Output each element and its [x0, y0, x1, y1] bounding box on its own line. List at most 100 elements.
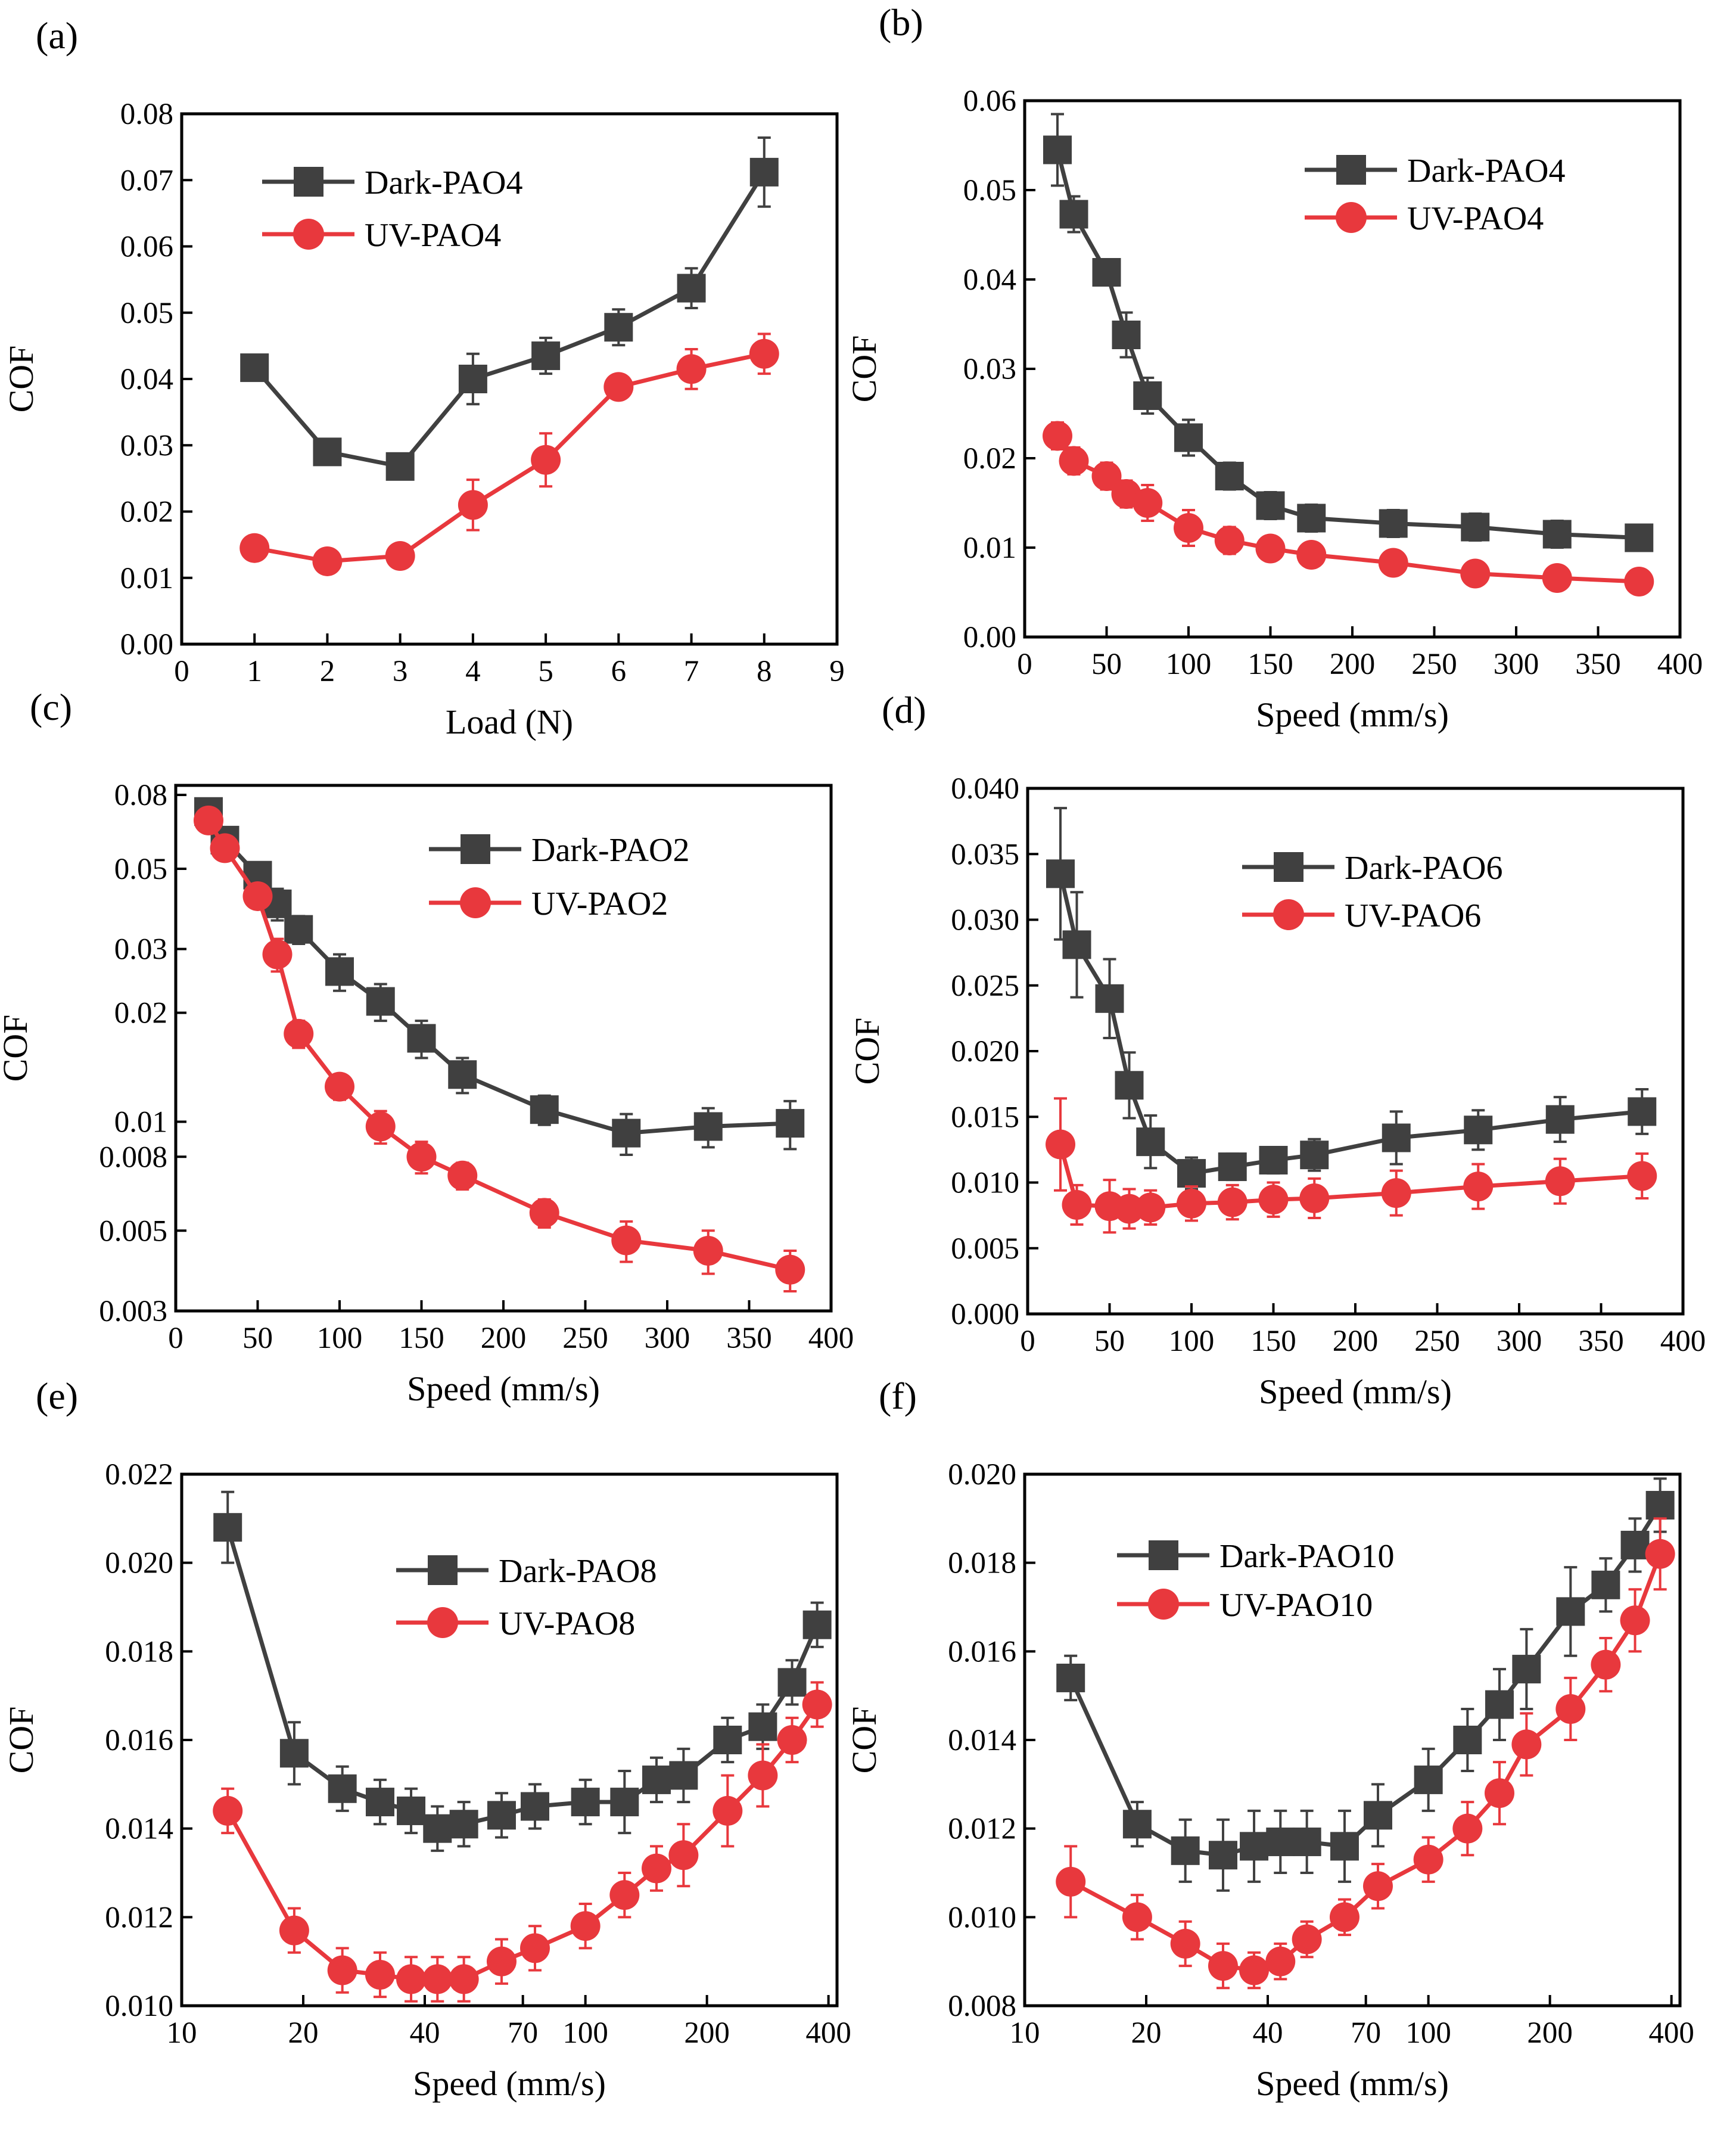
- x-tick-label: 50: [242, 1322, 273, 1355]
- data-point-circle: [1329, 1902, 1359, 1932]
- series-dark: [1043, 113, 1654, 552]
- data-point-circle: [1091, 461, 1122, 491]
- data-point-circle: [1545, 1166, 1575, 1197]
- data-point-circle: [1452, 1813, 1483, 1844]
- y-tick-label: 0.02: [114, 997, 167, 1030]
- data-point-circle: [749, 338, 779, 369]
- y-tick-label: 0.018: [948, 1547, 1016, 1580]
- y-tick-label: 0.000: [951, 1298, 1019, 1331]
- data-point-square: [1414, 1765, 1443, 1794]
- panel-5: (e) 10 20 40 70 100 200 400 0.010 0.012 0.014 0.016…: [2, 1375, 851, 2103]
- data-point-square: [1292, 1827, 1321, 1856]
- data-point-circle: [210, 833, 240, 863]
- y-tick-label: 0.05: [114, 853, 167, 886]
- legend-marker-square: [1149, 1540, 1178, 1570]
- x-tick-label: 100: [1405, 2016, 1451, 2050]
- x-tick-label: 20: [1131, 2016, 1161, 2050]
- y-tick-label: 0.012: [948, 1813, 1016, 1846]
- data-point-circle: [365, 1111, 396, 1142]
- data-point-circle: [1378, 548, 1408, 578]
- data-point-square: [520, 1792, 549, 1821]
- data-point-circle: [1265, 1946, 1296, 1977]
- data-point-square: [1046, 859, 1075, 888]
- x-tick-label: 250: [562, 1322, 608, 1355]
- x-tick-label: 100: [1169, 1325, 1215, 1358]
- data-point-square: [1379, 509, 1408, 538]
- data-point-circle: [1362, 1871, 1393, 1901]
- data-point-circle: [1208, 1951, 1238, 1981]
- data-point-circle: [422, 1964, 453, 1994]
- data-point-square: [749, 157, 779, 187]
- panel-6: (f) 10 20 40 70 100 200 400 0.008 0.010 0.012 0.014…: [845, 1375, 1694, 2103]
- legend-marker-circle: [293, 219, 324, 250]
- data-point-circle: [713, 1795, 743, 1826]
- x-tick-label: 5: [538, 655, 553, 688]
- data-point-square: [612, 1118, 641, 1148]
- data-point-square: [1461, 512, 1490, 542]
- legend-label: Dark-PAO10: [1219, 1538, 1394, 1575]
- panel-label: (d): [882, 689, 926, 731]
- data-point-square: [313, 437, 342, 467]
- y-tick-label: 0.020: [951, 1035, 1019, 1068]
- panel-4: (d) 0 50 100 150 200 250 300 350 400 0.000 0.005 0.0…: [848, 689, 1706, 1411]
- data-point-circle: [693, 1235, 723, 1266]
- data-point-circle: [1133, 488, 1163, 518]
- legend-label: Dark-PAO8: [499, 1553, 657, 1590]
- data-point-circle: [1460, 558, 1491, 589]
- x-tick-label: 200: [1527, 2016, 1573, 2050]
- y-tick-label: 0.003: [99, 1295, 167, 1328]
- x-tick-label: 40: [409, 2016, 440, 2050]
- y-tick-label: 0.008: [948, 1990, 1016, 2023]
- x-tick-label: 6: [611, 655, 627, 688]
- y-tick-label: 0.03: [120, 429, 173, 462]
- data-point-square: [1259, 1146, 1288, 1175]
- x-tick-label: 20: [288, 2016, 318, 2050]
- data-point-circle: [1296, 540, 1327, 570]
- x-tick-label: 200: [1333, 1325, 1379, 1358]
- y-axis-title: COF: [0, 1015, 35, 1082]
- data-point-square: [458, 365, 487, 393]
- panel-label: (a): [36, 14, 78, 57]
- data-point-square: [669, 1761, 698, 1790]
- data-point-square: [1542, 520, 1572, 549]
- data-point-square: [1095, 984, 1124, 1013]
- data-point-square: [1062, 930, 1091, 959]
- data-point-square: [571, 1788, 600, 1817]
- data-point-circle: [213, 1795, 243, 1826]
- y-tick-label: 0.00: [963, 621, 1016, 654]
- y-tick-label: 0.02: [963, 442, 1016, 476]
- legend-label: UV-PAO4: [1407, 200, 1544, 237]
- y-tick-label: 0.04: [120, 363, 173, 396]
- data-point-circle: [777, 1725, 807, 1755]
- x-tick-label: 50: [1094, 1325, 1125, 1358]
- data-point-square: [713, 1726, 742, 1754]
- data-point-square: [1256, 491, 1285, 520]
- legend-marker-square: [1274, 852, 1303, 882]
- data-point-circle: [1239, 1955, 1270, 1985]
- series-dark: [213, 1490, 832, 1852]
- legend-label: UV-PAO6: [1345, 897, 1481, 934]
- data-point-circle: [396, 1964, 427, 1994]
- data-point-circle: [1056, 1866, 1086, 1897]
- data-point-square: [397, 1796, 426, 1825]
- data-point-circle: [1645, 1539, 1675, 1569]
- data-point-square: [385, 452, 415, 481]
- x-tick-label: 300: [1497, 1325, 1542, 1358]
- data-point-square: [1208, 1841, 1237, 1870]
- data-point-circle: [1624, 567, 1654, 596]
- panel-3: (c) 0 50 100 150 200 250 300 350 400 0.003 0.005 0.0…: [0, 686, 854, 1408]
- y-axis-title: COF: [2, 346, 41, 413]
- data-point-circle: [385, 541, 415, 571]
- x-tick-label: 7: [684, 655, 699, 688]
- legend: Dark-PAO6 UV-PAO6: [1242, 850, 1502, 934]
- y-axis-title: COF: [845, 335, 883, 403]
- data-point-circle: [262, 939, 293, 969]
- y-tick-label: 0.06: [963, 85, 1016, 118]
- x-tick-label: 150: [1247, 648, 1293, 681]
- panel-label: (c): [30, 686, 72, 728]
- data-point-square: [1171, 1836, 1200, 1865]
- x-tick-label: 50: [1091, 648, 1122, 681]
- data-point-circle: [194, 805, 223, 835]
- data-point-square: [1174, 423, 1203, 452]
- data-point-square: [1059, 200, 1088, 229]
